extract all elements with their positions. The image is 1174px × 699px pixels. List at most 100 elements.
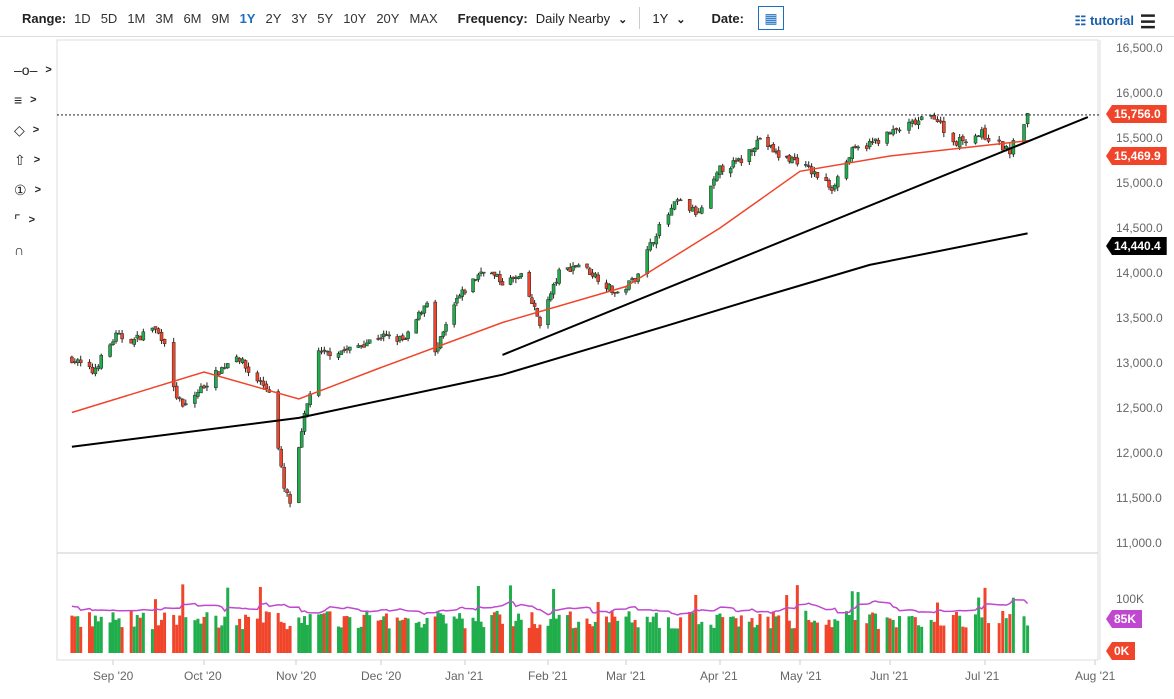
candle [527,272,532,297]
range-3m[interactable]: 3M [155,10,174,26]
volume-bar [700,621,704,653]
calendar-icon[interactable]: ▦ [758,6,784,30]
volume-bar [217,627,221,653]
candle [983,127,987,140]
candle [111,341,115,346]
y-tick-label: 14,500.0 [1116,221,1163,235]
candle [463,290,467,294]
x-tick-label: Dec '20 [361,669,402,683]
candle [997,139,1001,142]
film-icon: ☷ [1074,13,1090,28]
volume-bar [205,612,209,653]
frequency-value: Daily Nearby [535,10,611,26]
volume-bar [593,621,597,653]
volume-bar [90,626,94,653]
volume-bar [220,625,224,653]
volume-bar [868,614,872,653]
candle [894,127,899,130]
volume-bar [624,616,628,653]
y-tick-label: 15,000.0 [1116,176,1163,190]
volume-bar [718,613,722,653]
range-3y[interactable]: 3Y [291,10,308,26]
range-1y[interactable]: 1Y [239,10,256,26]
volume-bar [574,627,578,653]
volume-bar [282,622,286,653]
period-select[interactable]: 1Y ⌄ [652,11,685,26]
range-5d[interactable]: 5D [100,10,118,26]
volume-zero-tag: 0K [1106,642,1136,660]
volume-bar [750,618,754,653]
volume-bar [987,623,991,653]
volume-bar [917,625,920,653]
candle [964,141,968,144]
candle [345,348,349,351]
volume-bar [552,588,556,653]
volume-bar [511,626,515,653]
volume-bar [974,614,977,653]
candle [1025,113,1030,125]
candle [117,332,121,335]
tool-fibonacci[interactable]: ≡ > [14,85,54,115]
candle [400,335,405,340]
x-tick-label: Jul '21 [965,669,1000,683]
volume-bar [571,628,575,653]
frequency-label: Frequency: [457,10,528,26]
volume-bar [238,618,242,653]
frequency-select[interactable]: Daily Nearby ⌄ [536,11,628,26]
hamburger-menu-icon[interactable]: ☰ [1139,12,1156,32]
range-1m[interactable]: 1M [127,10,146,26]
volume-bar [929,619,933,653]
range-6m[interactable]: 6M [183,10,202,26]
candle [835,176,840,188]
volume-bar [836,620,840,653]
tool-arrow[interactable]: ⇧ > [14,145,54,175]
volume-bar [138,617,142,653]
tool-magnet[interactable]: ∩ [14,235,54,265]
volume-bar [739,615,743,653]
candle [731,160,736,168]
range-10y[interactable]: 10Y [343,10,367,26]
volume-bar [365,610,369,653]
candle [174,385,179,399]
volume-bar [406,618,410,653]
candle [319,350,324,353]
tutorial-link[interactable]: ☷ tutorial [1075,13,1134,29]
candle [498,274,502,283]
volume-bar [433,616,437,653]
volume-bar [226,587,230,653]
candle [220,367,224,374]
volume-bar [247,616,251,653]
candle [709,185,713,209]
range-label: Range: [22,10,67,26]
candle [615,291,620,294]
volume-bar [471,617,475,653]
range-20y[interactable]: 20Y [376,10,400,26]
volume-average-line [71,599,1029,616]
candle [223,367,227,369]
candle [433,301,437,353]
range-2y[interactable]: 2Y [265,10,282,26]
range-max[interactable]: MAX [409,10,438,26]
volume-bar [898,616,901,653]
ma200-tag: 14,440.4 [1106,237,1167,255]
candle [1004,146,1009,149]
volume-bar [70,615,74,653]
range-1d[interactable]: 1D [74,10,91,26]
range-9m[interactable]: 9M [211,10,230,26]
candle [282,466,286,489]
volume-bar [577,621,581,653]
candle [76,359,80,363]
candle [441,331,446,337]
tool-crosshair[interactable]: –o– > [14,55,54,85]
tool-number[interactable]: ① > [14,175,54,205]
candle [225,363,230,369]
volume-bar [422,624,426,653]
tool-parallel[interactable]: ⌜ > [14,205,54,235]
range-5y[interactable]: 5Y [317,10,334,26]
candle [916,120,921,126]
tool-shapes[interactable]: ◇ > [14,115,54,145]
candle [790,157,794,164]
candle [873,138,878,141]
candle [297,447,301,503]
